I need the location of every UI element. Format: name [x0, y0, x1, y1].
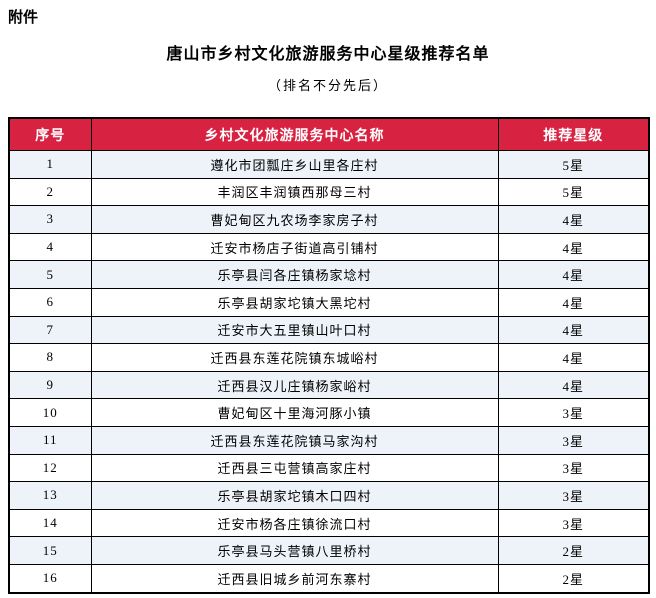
table-row: 6 乐亭县胡家坨镇大黑坨村 4星 [8, 287, 650, 317]
cell-index: 7 [8, 315, 92, 345]
cell-center-name: 乐亭县闫各庄镇杨家埝村 [90, 260, 499, 289]
table-row: 2 丰润区丰润镇西那母三村 5星 [8, 177, 650, 207]
cell-star-level: 3星 [497, 481, 650, 510]
cell-index: 1 [8, 150, 92, 179]
table-row: 7 迁安市大五里镇山叶口村 4星 [8, 315, 650, 345]
cell-center-name: 迁西县东莲花院镇马家沟村 [90, 425, 499, 455]
table-row: 14 迁安市杨各庄镇徐流口村 3星 [8, 508, 650, 538]
cell-center-name: 乐亭县胡家坨镇大黑坨村 [90, 287, 499, 317]
table-row: 16 迁西县旧城乡前河东寨村 2星 [8, 563, 650, 594]
table-row: 10 曹妃甸区十里海河豚小镇 3星 [8, 398, 650, 427]
table-row: 5 乐亭县闫各庄镇杨家埝村 4星 [8, 260, 650, 289]
star-rating-table: 序号 乡村文化旅游服务中心名称 推荐星级 1 遵化市团瓢庄乡山里各庄村 5星 2 丰润区… [8, 117, 650, 594]
column-header-star-level: 推荐星级 [497, 117, 650, 151]
cell-star-level: 4星 [497, 205, 650, 234]
cell-star-level: 5星 [497, 177, 650, 207]
cell-star-level: 4星 [497, 370, 650, 400]
cell-index: 5 [8, 260, 92, 289]
cell-index: 14 [8, 508, 92, 538]
table-header-row: 序号 乡村文化旅游服务中心名称 推荐星级 [8, 117, 650, 151]
table-row: 12 迁西县三屯营镇高家庄村 3星 [8, 453, 650, 483]
cell-index: 16 [8, 563, 92, 594]
cell-star-level: 5星 [497, 150, 650, 179]
cell-index: 10 [8, 398, 92, 427]
cell-index: 6 [8, 287, 92, 317]
cell-star-level: 2星 [497, 563, 650, 594]
cell-star-level: 4星 [497, 232, 650, 262]
cell-star-level: 4星 [497, 343, 650, 372]
cell-star-level: 3星 [497, 508, 650, 538]
cell-index: 3 [8, 205, 92, 234]
cell-star-level: 4星 [497, 315, 650, 345]
cell-center-name: 迁安市大五里镇山叶口村 [90, 315, 499, 345]
table-row: 11 迁西县东莲花院镇马家沟村 3星 [8, 425, 650, 455]
table-row: 13 乐亭县胡家坨镇木口四村 3星 [8, 481, 650, 510]
cell-center-name: 乐亭县胡家坨镇木口四村 [90, 481, 499, 510]
cell-center-name: 乐亭县马头营镇八里桥村 [90, 536, 499, 565]
cell-index: 2 [8, 177, 92, 207]
cell-star-level: 2星 [497, 536, 650, 565]
cell-center-name: 曹妃甸区十里海河豚小镇 [90, 398, 499, 427]
cell-center-name: 迁安市杨各庄镇徐流口村 [90, 508, 499, 538]
cell-center-name: 迁西县东莲花院镇东城峪村 [90, 343, 499, 372]
page-title: 唐山市乡村文化旅游服务中心星级推荐名单 [166, 46, 490, 63]
cell-center-name: 丰润区丰润镇西那母三村 [90, 177, 499, 207]
cell-index: 8 [8, 343, 92, 372]
table-body: 1 遵化市团瓢庄乡山里各庄村 5星 2 丰润区丰润镇西那母三村 5星 3 曹妃甸区九农场李家房… [8, 150, 650, 594]
cell-star-level: 4星 [497, 260, 650, 289]
cell-index: 11 [8, 425, 92, 455]
cell-index: 4 [8, 232, 92, 262]
cell-index: 12 [8, 453, 92, 483]
cell-center-name: 迁安市杨店子街道高引铺村 [90, 232, 499, 262]
table-row: 8 迁西县东莲花院镇东城峪村 4星 [8, 343, 650, 372]
attachment-label: 附件 [8, 9, 39, 26]
cell-center-name: 迁西县旧城乡前河东寨村 [90, 563, 499, 594]
table-row: 15 乐亭县马头营镇八里桥村 2星 [8, 536, 650, 565]
table-row: 9 迁西县汉儿庄镇杨家峪村 4星 [8, 370, 650, 400]
cell-index: 15 [8, 536, 92, 565]
cell-center-name: 遵化市团瓢庄乡山里各庄村 [90, 150, 499, 179]
table-row: 3 曹妃甸区九农场李家房子村 4星 [8, 205, 650, 234]
cell-star-level: 3星 [497, 398, 650, 427]
page-subtitle: （排名不分先后） [267, 78, 388, 93]
column-header-center-name: 乡村文化旅游服务中心名称 [90, 117, 499, 151]
cell-center-name: 迁西县三屯营镇高家庄村 [90, 453, 499, 483]
cell-star-level: 3星 [497, 425, 650, 455]
cell-index: 13 [8, 481, 92, 510]
table-row: 1 遵化市团瓢庄乡山里各庄村 5星 [8, 150, 650, 179]
table-row: 4 迁安市杨店子街道高引铺村 4星 [8, 232, 650, 262]
cell-center-name: 曹妃甸区九农场李家房子村 [90, 205, 499, 234]
column-header-index: 序号 [8, 117, 92, 151]
cell-star-level: 4星 [497, 287, 650, 317]
cell-index: 9 [8, 370, 92, 400]
cell-star-level: 3星 [497, 453, 650, 483]
cell-center-name: 迁西县汉儿庄镇杨家峪村 [90, 370, 499, 400]
